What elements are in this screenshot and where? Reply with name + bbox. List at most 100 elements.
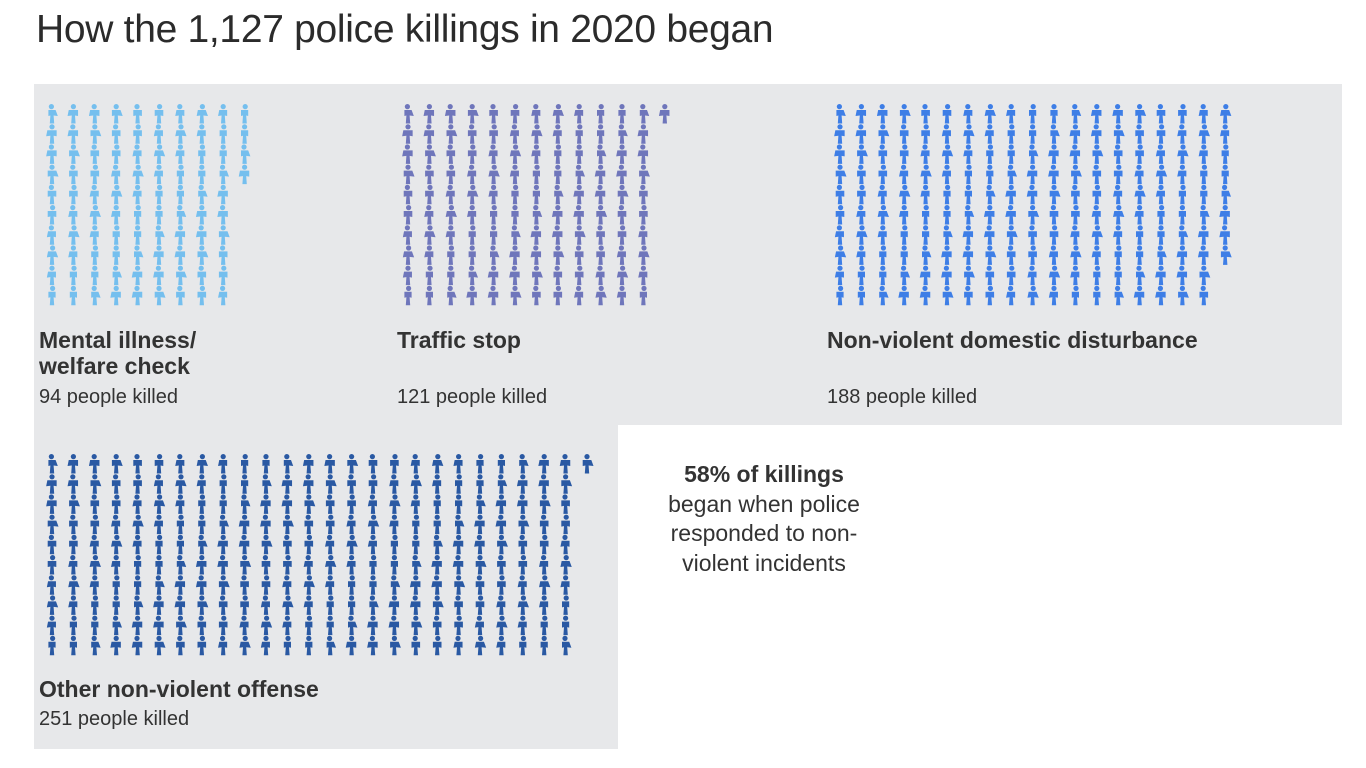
person-icon	[877, 184, 887, 205]
person-icon	[554, 144, 562, 164]
person-icon	[942, 104, 952, 124]
person-icon	[69, 164, 78, 185]
person-icon	[46, 245, 59, 265]
person-icon	[497, 534, 508, 555]
category-label-other-offense: Other non-violent offense	[39, 676, 319, 702]
person-icon	[132, 164, 144, 185]
person-icon	[90, 494, 100, 514]
person-icon	[131, 285, 143, 306]
person-icon	[1221, 164, 1229, 185]
person-icon	[153, 245, 164, 265]
person-icon	[518, 555, 528, 575]
person-icon	[595, 285, 607, 306]
person-icon	[1177, 144, 1189, 164]
person-icon	[304, 494, 316, 514]
person-icon	[475, 595, 485, 615]
person-icon	[638, 245, 650, 265]
pictogram-other-offense	[46, 454, 594, 656]
person-icon	[175, 124, 187, 144]
person-icon	[409, 595, 421, 615]
person-icon	[511, 205, 519, 225]
person-icon	[1028, 225, 1037, 245]
person-icon	[454, 595, 463, 615]
person-icon	[402, 265, 412, 286]
person-icon	[596, 205, 608, 225]
person-icon	[175, 494, 185, 514]
person-icon	[241, 104, 249, 124]
person-icon	[111, 474, 121, 494]
person-icon	[941, 124, 951, 144]
person-icon	[616, 164, 627, 185]
person-icon	[305, 635, 313, 656]
person-icon	[879, 245, 887, 265]
person-icon	[91, 595, 99, 615]
person-icon	[195, 555, 207, 575]
person-icon	[519, 635, 527, 656]
annotation-text: began when police responded to non-viole…	[668, 490, 860, 576]
person-icon	[403, 205, 413, 225]
person-icon	[132, 514, 144, 535]
person-icon	[402, 144, 413, 164]
person-icon	[986, 164, 994, 185]
person-icon	[47, 205, 57, 225]
person-icon	[1113, 164, 1123, 185]
person-icon	[554, 164, 562, 185]
person-icon	[196, 104, 208, 124]
person-icon	[46, 615, 56, 636]
person-icon	[110, 285, 121, 306]
person-icon	[582, 454, 594, 474]
person-icon	[218, 225, 230, 245]
person-icon	[963, 124, 975, 144]
person-icon	[174, 225, 186, 245]
person-icon	[176, 184, 184, 205]
person-icon	[1070, 265, 1080, 286]
person-icon	[496, 635, 506, 656]
person-icon	[403, 164, 415, 185]
person-icon	[69, 494, 80, 514]
person-icon	[899, 104, 911, 124]
person-icon	[467, 205, 477, 225]
person-icon	[176, 615, 187, 636]
person-icon	[425, 285, 433, 306]
person-icon	[176, 635, 185, 656]
person-icon	[111, 164, 121, 185]
person-icon	[899, 144, 909, 164]
person-icon	[69, 534, 78, 555]
person-icon	[175, 454, 185, 474]
person-icon	[531, 104, 541, 124]
person-icon	[1178, 285, 1189, 306]
person-icon	[1090, 124, 1102, 144]
person-icon	[324, 454, 335, 474]
person-icon	[69, 265, 77, 286]
person-icon	[834, 124, 845, 144]
person-icon	[539, 534, 549, 555]
person-icon	[638, 265, 648, 286]
person-icon	[90, 144, 100, 164]
person-icon	[490, 245, 500, 265]
person-icon	[509, 124, 519, 144]
person-icon	[176, 164, 184, 185]
person-icon	[1071, 104, 1082, 124]
person-icon	[432, 474, 442, 494]
person-icon	[573, 184, 584, 205]
person-icon	[942, 285, 954, 306]
person-icon	[539, 494, 551, 514]
person-icon	[1091, 225, 1103, 245]
person-icon	[575, 124, 583, 144]
person-icon	[304, 534, 314, 555]
person-icon	[1176, 245, 1188, 265]
person-icon	[551, 205, 563, 225]
person-icon	[836, 104, 846, 124]
annotation-highlight: 58% of killings	[684, 461, 844, 487]
person-icon	[305, 615, 313, 636]
person-icon	[474, 615, 484, 636]
person-icon	[468, 225, 476, 245]
person-icon	[402, 245, 415, 265]
person-icon	[281, 494, 293, 514]
person-icon	[446, 164, 456, 185]
person-icon	[68, 245, 78, 265]
person-icon	[1220, 124, 1230, 144]
person-icon	[1177, 124, 1187, 144]
person-icon	[943, 184, 951, 205]
person-icon	[154, 285, 166, 306]
